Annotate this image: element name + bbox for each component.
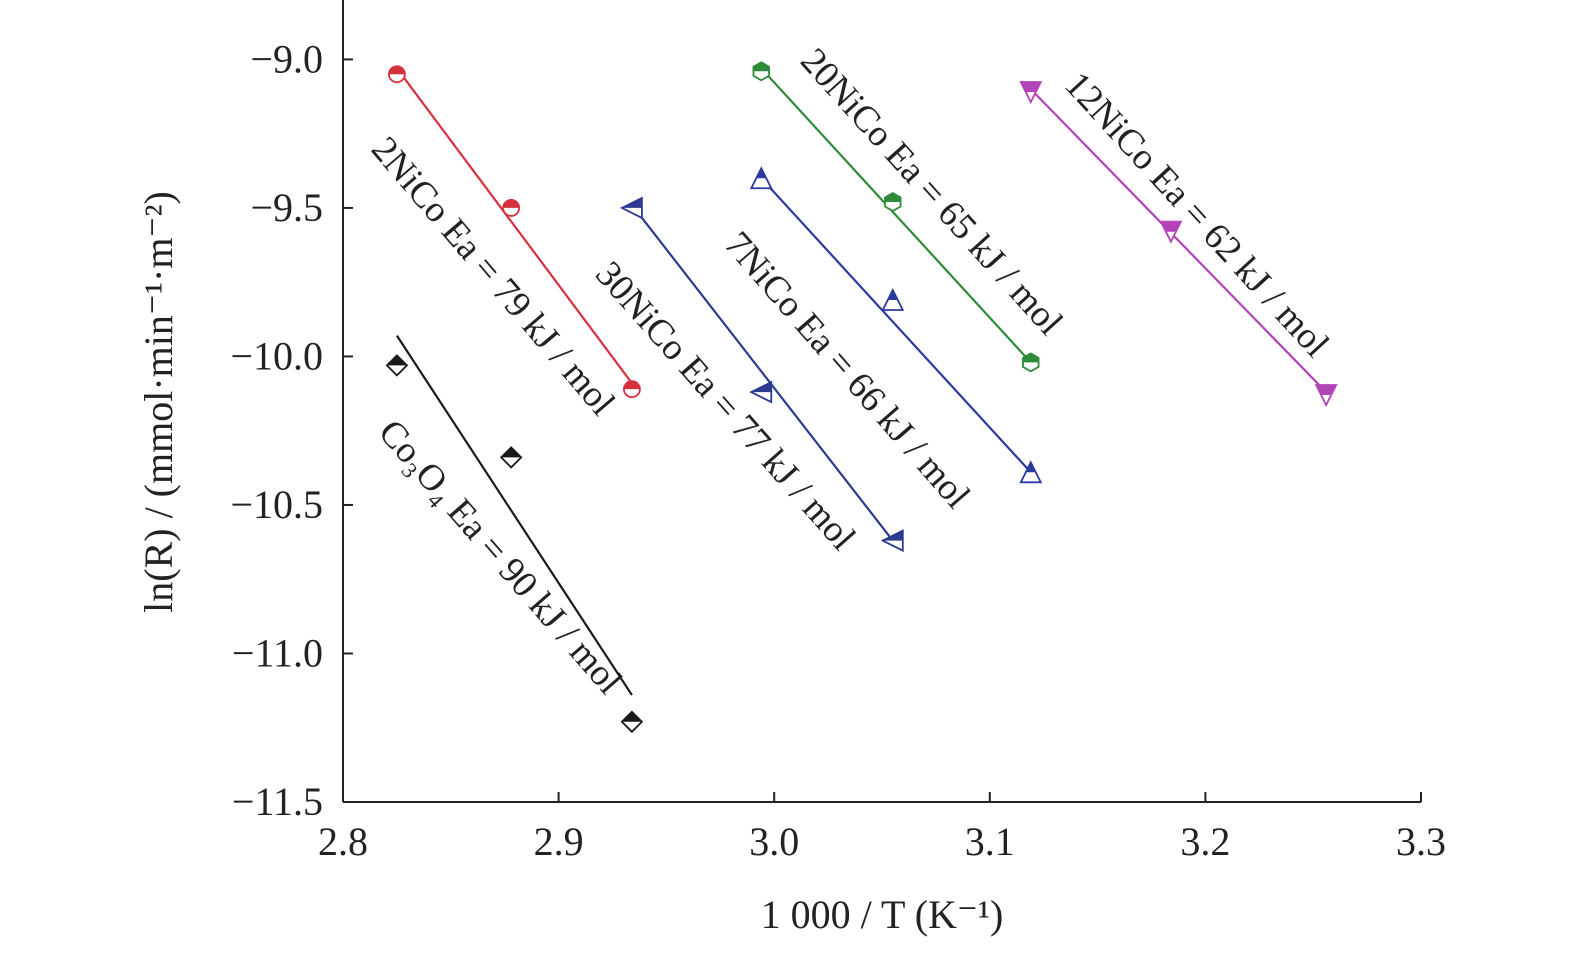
- x-tick-label: 2.9: [534, 819, 584, 864]
- data-point-s3-p0: [749, 166, 773, 190]
- y-tick-label: −9.0: [250, 36, 323, 81]
- y-tick-label: −10.5: [230, 482, 323, 527]
- marker-fill: [386, 355, 407, 366]
- data-point-s5-p0: [1019, 81, 1043, 105]
- marker-fill: [1020, 82, 1041, 93]
- marker-fill: [503, 199, 520, 208]
- data-point-s4-p2: [1022, 352, 1040, 373]
- series-label-5: 12NiCo Ea = 62 kJ / mol: [1056, 64, 1336, 365]
- y-axis-title: ln(R) / (mmol·min⁻¹·m⁻²): [136, 191, 181, 613]
- data-point-s4-p1: [884, 191, 902, 213]
- data-point-s5-p2: [1314, 384, 1338, 408]
- fit-line-0: [396, 67, 633, 384]
- y-tick-label: −9.5: [250, 185, 323, 230]
- fit-line-3: [760, 177, 1032, 474]
- marker-fill: [884, 192, 901, 202]
- data-point-s1-p0: [385, 354, 409, 377]
- data-point-s0-p0: [387, 65, 406, 84]
- data-point-s2-p1: [749, 380, 773, 404]
- marker-fill: [1022, 353, 1039, 363]
- marker-fill: [621, 197, 642, 208]
- x-tick-label: 3.0: [749, 819, 799, 864]
- marker-fill: [501, 447, 522, 458]
- x-axis-title: 1 000 / T (K⁻¹): [761, 892, 1004, 937]
- marker-fill: [621, 711, 642, 722]
- marker-fill: [882, 530, 903, 541]
- x-tick-label: 3.2: [1180, 819, 1230, 864]
- fit-line-4: [760, 67, 1032, 364]
- series-label-1: Co₃O₄ Ea = 90 kJ / mol: [370, 412, 630, 702]
- data-point-s5-p1: [1159, 220, 1183, 244]
- marker-fill: [388, 66, 405, 75]
- series-label-0: 2NiCo Ea = 79 kJ / mol: [363, 129, 623, 423]
- data-point-s3-p2: [1019, 460, 1043, 484]
- marker-fill: [756, 168, 767, 179]
- data-point-s4-p0: [752, 61, 770, 82]
- y-tick-label: −11.0: [232, 630, 323, 675]
- x-tick-label: 3.1: [965, 819, 1015, 864]
- fit-lines: [395, 67, 1327, 696]
- data-point-s0-p2: [623, 380, 641, 399]
- data-point-s3-p1: [881, 287, 905, 311]
- x-tick-label: 2.8: [318, 819, 368, 864]
- marker-fill: [887, 290, 898, 301]
- data-point-s2-p0: [619, 196, 643, 220]
- fit-line-2: [631, 204, 894, 542]
- data-point-s2-p2: [880, 529, 904, 553]
- marker-fill: [1316, 385, 1337, 396]
- fit-line-5: [1029, 88, 1327, 393]
- y-tick-label: −11.5: [232, 779, 323, 824]
- marker-fill: [751, 382, 772, 393]
- data-markers: [385, 61, 1338, 734]
- x-tick-label: 3.3: [1396, 819, 1446, 864]
- data-point-s1-p2: [620, 710, 644, 734]
- marker-fill: [1025, 462, 1036, 473]
- axes: 2.8 2.9 3.0 3.1 3.2 3.3 −9.0 −9.5 −10.0 −10.5 −11.…: [230, 0, 1446, 864]
- y-tick-label: −10.0: [230, 333, 323, 378]
- marker-fill: [753, 62, 770, 72]
- series-label-2: 30NiCo Ea = 77 kJ / mol: [587, 254, 863, 559]
- marker-fill: [623, 381, 640, 390]
- data-point-s0-p1: [502, 199, 521, 217]
- marker-fill: [1160, 221, 1181, 232]
- data-point-s1-p1: [499, 446, 523, 469]
- fit-line-1: [395, 335, 633, 696]
